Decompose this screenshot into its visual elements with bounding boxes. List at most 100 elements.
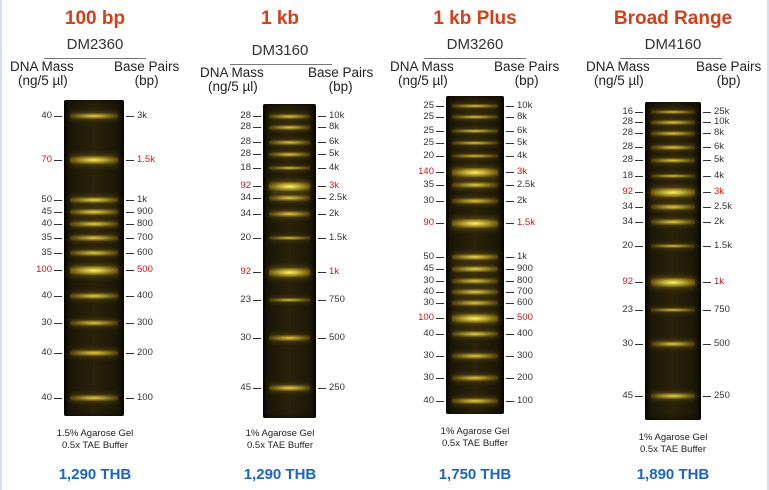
gel-band [452, 353, 498, 359]
base-pairs-unit: (bp) [716, 73, 741, 88]
bp-tick [703, 282, 711, 283]
gel-band [269, 211, 310, 217]
gel-band [452, 398, 498, 404]
mass-tick [436, 143, 444, 144]
catalog-number: DM4160 [644, 36, 702, 53]
mass-tick [436, 223, 444, 224]
bp-tick [318, 127, 326, 128]
price: 1,890 THB [636, 466, 710, 483]
bp-tick [126, 212, 134, 213]
gel-band [70, 250, 118, 256]
base-pair-value: 500 [517, 312, 533, 323]
dna-mass-value: 92 [240, 180, 251, 191]
dna-mass-value: 34 [240, 208, 251, 219]
dna-mass-value: 28 [622, 116, 633, 127]
bp-tick [126, 270, 134, 271]
bp-tick [126, 160, 134, 161]
bp-tick [506, 378, 514, 379]
gel-lane [64, 100, 124, 416]
dna-mass-value: 40 [423, 286, 434, 297]
dna-mass-label: DNA Mass (ng/5 µl) [390, 60, 454, 88]
dna-mass-title: DNA Mass [200, 65, 264, 80]
mass-tick [635, 282, 643, 283]
base-pair-value: 500 [137, 264, 153, 275]
bp-tick [506, 223, 514, 224]
dna-mass-value: 100 [36, 264, 52, 275]
base-pair-value: 2.5k [517, 179, 535, 190]
gel-conditions: 1% Agarose Gel 0.5x TAE Buffer [190, 428, 370, 452]
ladder-panel-1kb-plus: 1 kb Plus DM3260 DNA Mass (ng/5 µl) Base… [380, 0, 570, 490]
dna-mass-value: 40 [41, 110, 52, 121]
mass-tick [253, 186, 261, 187]
gel-band [452, 140, 498, 146]
gel-lane [446, 96, 504, 414]
bp-tick [126, 253, 134, 254]
mass-tick [436, 292, 444, 293]
dna-mass-title: DNA Mass [10, 59, 74, 74]
mass-tick [436, 185, 444, 186]
gel-band [651, 130, 695, 136]
gel-band [651, 187, 695, 197]
agarose-note: 1% Agarose Gel [638, 432, 708, 443]
dna-mass-value: 30 [622, 338, 633, 349]
base-pair-value: 3k [714, 186, 725, 197]
mass-tick [436, 201, 444, 202]
gel-band [452, 265, 498, 273]
bp-tick [703, 160, 711, 161]
mass-tick [253, 142, 261, 143]
dna-mass-value: 25 [423, 137, 434, 148]
mass-tick [253, 154, 261, 155]
bp-tick [126, 353, 134, 354]
mass-tick [54, 160, 62, 161]
base-pairs-label: Base Pairs (bp) [114, 60, 179, 88]
dna-mass-value: 40 [423, 328, 434, 339]
bp-tick [126, 296, 134, 297]
dna-mass-value: 23 [240, 294, 251, 305]
base-pair-value: 100 [137, 392, 153, 403]
dna-mass-value: 18 [240, 162, 251, 173]
bp-tick [318, 338, 326, 339]
buffer-note: 0.5x TAE Buffer [61, 440, 128, 451]
mass-tick [253, 272, 261, 273]
bp-tick [126, 116, 134, 117]
mass-tick [635, 160, 643, 161]
bp-tick [703, 133, 711, 134]
dna-mass-value: 20 [622, 240, 633, 251]
mass-tick [54, 200, 62, 201]
right-frame-line [767, 0, 769, 490]
bp-tick [506, 106, 514, 107]
bp-tick [506, 131, 514, 132]
agarose-note: 1% Agarose Gel [440, 426, 510, 437]
dna-mass-value: 30 [423, 195, 434, 206]
gel-band [651, 173, 695, 179]
bp-tick [703, 147, 711, 148]
base-pair-value: 1k [137, 194, 148, 205]
bp-tick [318, 300, 326, 301]
agarose-note: 1.5% Agarose Gel [56, 428, 134, 439]
dna-mass-value: 50 [423, 251, 434, 262]
gel-band [269, 139, 310, 145]
base-pair-value: 1k [517, 251, 528, 262]
mass-tick [635, 176, 643, 177]
gel-band [70, 156, 118, 164]
base-pair-value: 2k [329, 208, 340, 219]
base-pair-value: 10k [517, 100, 533, 111]
bp-tick [126, 224, 134, 225]
gel-band [70, 221, 118, 227]
bp-tick [506, 318, 514, 319]
gel-lane [263, 104, 316, 418]
bp-tick [318, 116, 326, 117]
mass-tick [436, 334, 444, 335]
dna-mass-unit: (ng/5 µl) [398, 73, 448, 88]
bp-tick [506, 201, 514, 202]
product-title: 1 kb Plus [433, 8, 517, 29]
base-pairs-label: Base Pairs (bp) [494, 60, 559, 88]
mass-tick [635, 133, 643, 134]
mass-tick [635, 246, 643, 247]
base-pair-value: 2.5k [714, 201, 732, 212]
gel-band [651, 157, 695, 163]
mass-tick [54, 270, 62, 271]
base-pair-value: 6k [329, 136, 340, 147]
ladder-panel-1kb: 1 kb DM3160 DNA Mass (ng/5 µl) Base Pair… [190, 0, 373, 490]
mass-tick [253, 198, 261, 199]
